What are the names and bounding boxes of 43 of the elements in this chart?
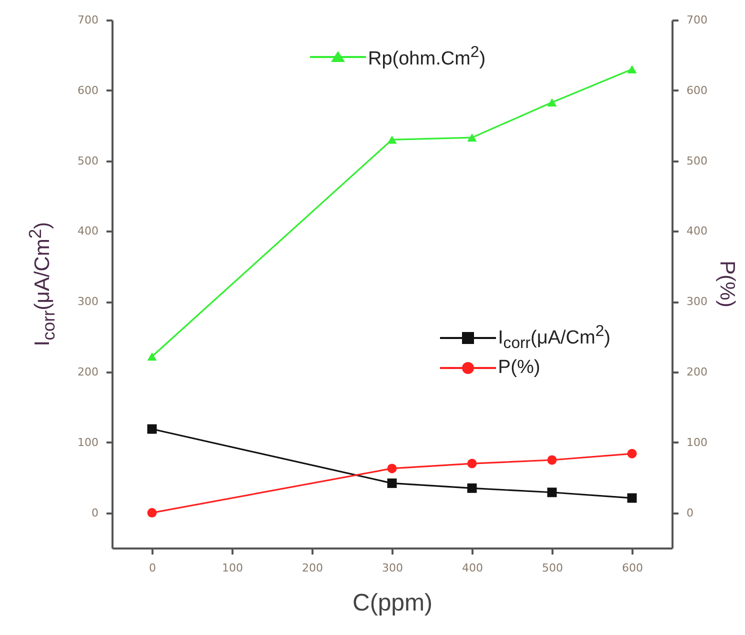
point	[147, 508, 157, 518]
y2-tick-label: 0	[686, 506, 694, 520]
y-tick-label: 200	[78, 366, 98, 378]
y-tick-label: 700	[78, 14, 98, 26]
y2-tick-label: 600	[686, 84, 708, 97]
point	[547, 488, 557, 498]
point	[467, 133, 477, 142]
legend-label: Rp(ohm.Cm$^{2}$)	[368, 44, 486, 70]
x-tick-label: 100	[222, 562, 243, 574]
point	[627, 448, 637, 458]
point	[147, 352, 157, 361]
x-tick-label: 600	[622, 562, 643, 574]
y2-tick-label: 400	[686, 224, 708, 238]
point	[387, 136, 397, 144]
x-tick-label: 0	[149, 562, 156, 574]
x-tick-label: 300	[382, 562, 403, 574]
point	[547, 455, 557, 465]
x-tick-label: 200	[302, 562, 323, 574]
y-tick-label: 600	[78, 84, 98, 97]
point	[387, 464, 397, 474]
y-tick-label: 500	[78, 154, 98, 168]
y2-tick-label: 300	[686, 295, 708, 308]
legend-label: I$_{corr}$(μA/Cm$^{2}$)	[498, 323, 610, 354]
point	[147, 424, 157, 434]
y2-tick-label: 700	[686, 14, 708, 26]
y-tick-label: 400	[78, 224, 98, 238]
point	[467, 458, 477, 468]
y2-tick-label: 500	[686, 154, 708, 168]
y-tick-label: 100	[78, 436, 98, 449]
point	[627, 65, 637, 74]
x-axis-title: C(ppm)	[352, 590, 433, 616]
point	[627, 493, 637, 503]
y-tick-label: 0	[92, 506, 98, 520]
point	[387, 478, 397, 488]
point	[467, 483, 477, 493]
y2-tick-label: 100	[686, 436, 708, 449]
legend-label: P(%)	[498, 357, 540, 380]
y-tick-label: 300	[78, 295, 98, 308]
y2-tick-label: 200	[686, 366, 708, 378]
y2-axis-title: P(%)	[714, 260, 738, 308]
x-tick-label: 500	[542, 562, 563, 574]
x-tick-label: 400	[462, 562, 483, 574]
point	[547, 98, 557, 106]
